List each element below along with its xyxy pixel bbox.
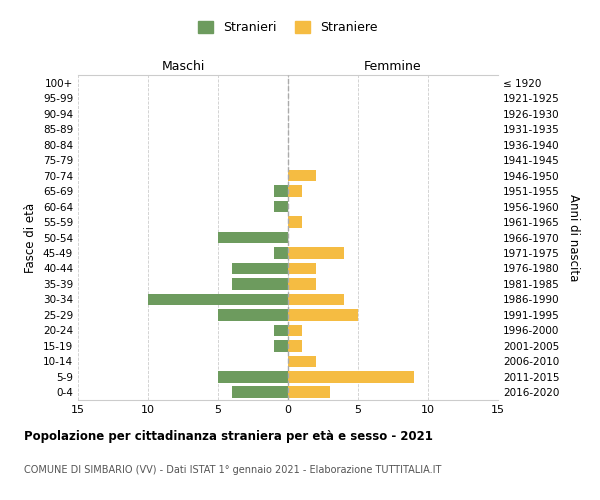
Bar [218, 232, 288, 243]
Y-axis label: Anni di nascita: Anni di nascita [568, 194, 580, 281]
Bar [274, 247, 288, 259]
Legend: Stranieri, Straniere: Stranieri, Straniere [193, 16, 383, 40]
Bar [288, 278, 316, 289]
Bar [288, 386, 330, 398]
Bar [218, 309, 288, 320]
Bar [232, 278, 288, 289]
Bar [288, 356, 316, 367]
Bar [288, 262, 316, 274]
Text: COMUNE DI SIMBARIO (VV) - Dati ISTAT 1° gennaio 2021 - Elaborazione TUTTITALIA.I: COMUNE DI SIMBARIO (VV) - Dati ISTAT 1° … [24, 465, 442, 475]
Bar [218, 371, 288, 382]
Text: Femmine: Femmine [364, 60, 422, 72]
Bar [274, 340, 288, 351]
Text: Popolazione per cittadinanza straniera per età e sesso - 2021: Popolazione per cittadinanza straniera p… [24, 430, 433, 443]
Bar [274, 200, 288, 212]
Bar [274, 324, 288, 336]
Bar [232, 262, 288, 274]
Bar [288, 309, 358, 320]
Bar [288, 247, 344, 259]
Bar [288, 371, 414, 382]
Bar [288, 340, 302, 351]
Bar [288, 186, 302, 197]
Bar [148, 294, 288, 305]
Bar [274, 186, 288, 197]
Bar [288, 324, 302, 336]
Y-axis label: Fasce di età: Fasce di età [25, 202, 37, 272]
Bar [288, 294, 344, 305]
Bar [232, 386, 288, 398]
Bar [288, 170, 316, 181]
Text: Maschi: Maschi [161, 60, 205, 72]
Bar [288, 216, 302, 228]
